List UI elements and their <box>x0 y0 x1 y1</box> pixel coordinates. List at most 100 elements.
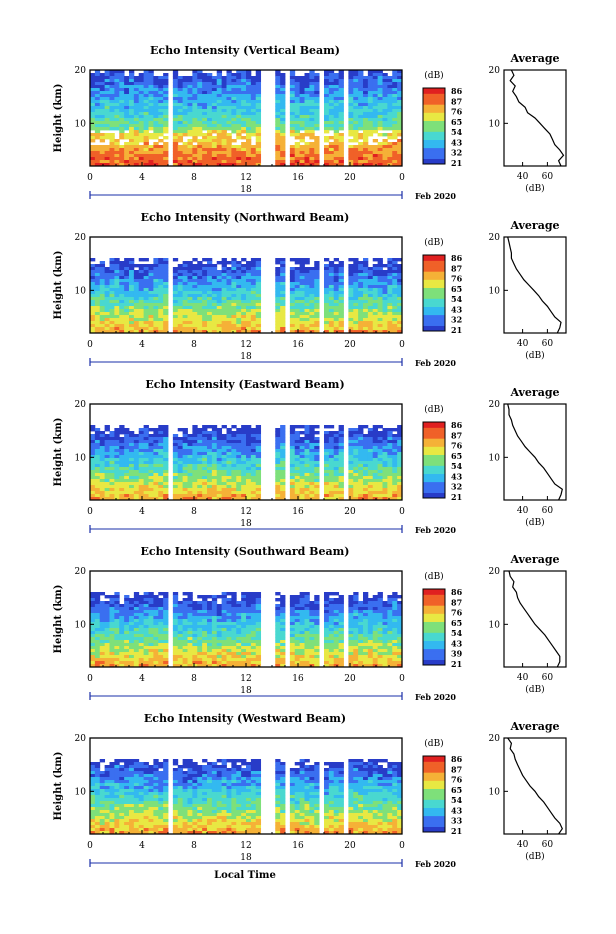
heatmap-cell <box>231 127 236 130</box>
heatmap-cell <box>110 610 115 613</box>
heatmap-cell <box>368 118 373 121</box>
heatmap-cell <box>90 288 95 291</box>
heatmap-cell <box>139 428 144 431</box>
heatmap-cell <box>173 130 178 133</box>
heatmap-cell <box>246 467 251 470</box>
heatmap-cell <box>158 157 163 160</box>
heatmap-cell <box>144 318 149 321</box>
heatmap-cell <box>295 467 300 470</box>
heatmap-cell <box>256 124 261 127</box>
heatmap-cell <box>246 434 251 437</box>
x-tick-label: 20 <box>344 340 356 350</box>
heatmap-cell <box>202 270 207 273</box>
heatmap-cell <box>373 300 378 303</box>
heatmap-cell <box>90 294 95 297</box>
heatmap-cell <box>124 640 129 643</box>
heatmap-cell <box>383 431 388 434</box>
heatmap-cell <box>305 479 310 482</box>
heatmap-cell <box>90 476 95 479</box>
heatmap-cell <box>295 425 300 428</box>
heatmap-cell <box>275 103 280 106</box>
heatmap-cell <box>114 79 119 82</box>
heatmap-cell <box>378 458 383 461</box>
heatmap-cell <box>197 452 202 455</box>
heatmap-cell <box>110 324 115 327</box>
heatmap-cell <box>178 130 183 133</box>
heatmap-cell <box>295 267 300 270</box>
heatmap-cell <box>100 97 105 100</box>
heatmap-cell <box>324 443 329 446</box>
heatmap-cell <box>358 121 363 124</box>
heatmap-cell <box>227 485 232 488</box>
heatmap-cell <box>217 294 222 297</box>
heatmap-cell <box>236 449 241 452</box>
heatmap-cell <box>358 82 363 85</box>
heatmap-cell <box>256 494 261 497</box>
colorbar-swatch <box>423 471 445 474</box>
heatmap-cell <box>329 127 334 130</box>
heatmap-cell <box>134 85 139 88</box>
heatmap-cell <box>124 267 129 270</box>
heatmap-cell <box>305 437 310 440</box>
heatmap-cell <box>309 488 314 491</box>
heatmap-cell <box>90 631 95 634</box>
heatmap-cell <box>124 303 129 306</box>
heatmap-cell <box>290 318 295 321</box>
heatmap-cell <box>90 643 95 646</box>
heatmap-cell <box>231 270 236 273</box>
heatmap-cell <box>363 85 368 88</box>
heatmap-cell <box>183 112 188 115</box>
heatmap-cell <box>241 297 246 300</box>
heatmap-cell <box>178 76 183 79</box>
heatmap-cell <box>192 160 197 163</box>
heatmap-cell <box>295 154 300 157</box>
heatmap-cell <box>305 160 310 163</box>
heatmap-cell <box>212 109 217 112</box>
heatmap-cell <box>358 127 363 130</box>
heatmap-cell <box>158 473 163 476</box>
heatmap-cell <box>387 294 392 297</box>
heatmap-cell <box>197 470 202 473</box>
heatmap-cell <box>358 142 363 145</box>
heatmap-cell <box>178 491 183 494</box>
heatmap-cell <box>236 324 241 327</box>
colorbar-swatch <box>423 126 445 129</box>
heatmap-cell <box>290 157 295 160</box>
heatmap-cell <box>368 276 373 279</box>
heatmap-cell <box>139 91 144 94</box>
heatmap-cell <box>192 112 197 115</box>
heatmap-cell <box>275 476 280 479</box>
heatmap-cell <box>348 458 353 461</box>
heatmap-cell <box>339 267 344 270</box>
heatmap-cell <box>236 285 241 288</box>
heatmap-cell <box>392 94 397 97</box>
heatmap-cell <box>295 327 300 330</box>
heatmap-cell <box>236 434 241 437</box>
heatmap-cell <box>348 115 353 118</box>
heatmap-cell <box>392 258 397 261</box>
heatmap-cell <box>334 297 339 300</box>
heatmap-cell <box>236 94 241 97</box>
heatmap-cell <box>368 446 373 449</box>
heatmap-cell <box>300 136 305 139</box>
heatmap-cell <box>95 604 100 607</box>
heatmap-cell <box>110 649 115 652</box>
heatmap-cell <box>383 467 388 470</box>
heatmap-cell <box>314 154 319 157</box>
heatmap-cell <box>246 324 251 327</box>
heatmap-cell <box>119 94 124 97</box>
heatmap-cell <box>392 103 397 106</box>
heatmap-cell <box>363 112 368 115</box>
heatmap-cell <box>95 127 100 130</box>
heatmap-cell <box>207 461 212 464</box>
heatmap-cell <box>334 142 339 145</box>
heatmap-cell <box>251 133 256 136</box>
heatmap-cell <box>353 264 358 267</box>
heatmap-cell <box>300 464 305 467</box>
heatmap-cell <box>324 160 329 163</box>
heatmap-cell <box>290 100 295 103</box>
heatmap-cell <box>329 434 334 437</box>
heatmap-cell <box>329 73 334 76</box>
